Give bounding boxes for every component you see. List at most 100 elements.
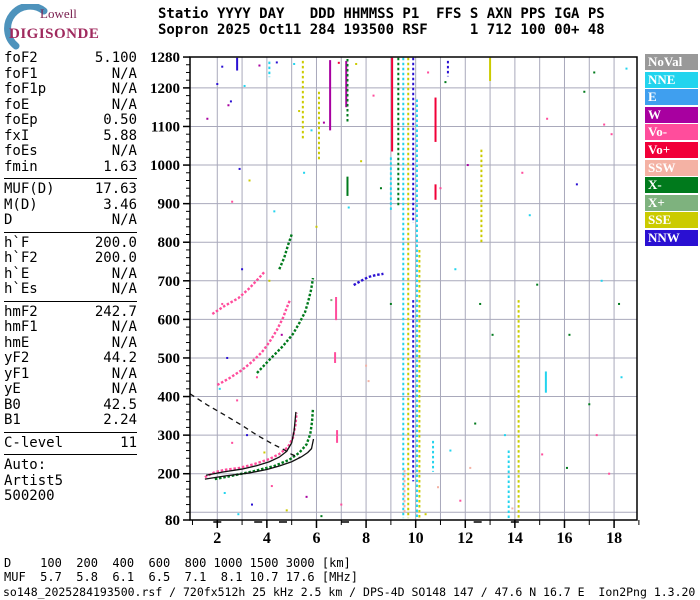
param-value: 3.46 [103, 196, 137, 213]
param-value: N/A [111, 65, 137, 82]
param-value: 242.7 [94, 303, 137, 320]
header-fields-line: Statio YYYY DAY DDD HHMMSS P1 FFS S AXN … [158, 6, 605, 22]
param-row-hf2: h`F2 200.0 [4, 250, 137, 267]
param-value: N/A [111, 365, 137, 382]
param-value: 1.63 [103, 158, 137, 175]
param-row-yf1: yF1 N/A [4, 365, 137, 383]
param-label: h`F2 [4, 250, 38, 266]
svg-text:600: 600 [158, 312, 181, 328]
legend-item-nne: NNE [645, 71, 698, 88]
dmuf-table: D 100 200 400 600 800 1000 1500 3000 [km… [4, 556, 358, 584]
param-label: D [4, 212, 13, 228]
param-label: MUF(D) [4, 181, 55, 197]
svg-text:800: 800 [158, 235, 181, 251]
svg-text:8: 8 [362, 530, 370, 547]
param-row-hmf2: hmF2 242.7 [4, 303, 137, 321]
autoscaler-line: Artist5 [4, 472, 64, 489]
svg-text:200: 200 [158, 467, 181, 483]
param-row-clevel: C-level 11 [4, 434, 137, 452]
legend-item-x: X+ [645, 194, 698, 211]
digisonde-logo: Lowell DIGISONDE [4, 4, 149, 50]
param-row-md: M(D) 3.46 [4, 196, 137, 214]
param-label: foEp [4, 112, 38, 128]
param-label: foF1 [4, 65, 38, 82]
svg-text:2: 2 [213, 530, 221, 547]
status-line: so148_2025284193500.rsf / 720fx512h 25 k… [3, 585, 696, 599]
param-value: 200.0 [94, 234, 137, 251]
legend-item-nnw: NNW [645, 229, 698, 246]
svg-text:1100: 1100 [151, 119, 180, 135]
logo-digisonde-text: DIGISONDE [9, 26, 100, 42]
autoscaler-line: 500200 [4, 488, 55, 504]
param-value: 42.5 [103, 396, 137, 413]
param-row-hme: hmE N/A [4, 334, 137, 352]
header-block: Statio YYYY DAY DDD HHMMSS P1 FFS S AXN … [158, 6, 605, 38]
logo-lowell-text: Lowell [40, 6, 77, 21]
divider [4, 231, 137, 233]
param-label: B0 [4, 396, 21, 413]
param-value: 5.100 [94, 50, 137, 66]
legend-item-ssw: SSW [645, 159, 698, 176]
svg-text:500: 500 [158, 351, 181, 367]
divider [4, 431, 137, 433]
svg-text:400: 400 [158, 390, 181, 406]
legend-item-x: X- [645, 177, 698, 194]
param-row-d: D N/A [4, 212, 137, 229]
noise-dots [206, 61, 628, 518]
param-row-mufd: MUF(D) 17.63 [4, 181, 137, 198]
param-value: N/A [111, 281, 137, 297]
param-row-hes: h`Es N/A [4, 281, 137, 298]
legend-item-e: E [645, 89, 698, 106]
svg-text:1200: 1200 [150, 81, 180, 97]
svg-text:12: 12 [457, 530, 473, 547]
param-row-fof1p: foF1p N/A [4, 81, 137, 98]
divider [4, 454, 137, 455]
param-row-foe: foE N/A [4, 96, 137, 114]
svg-text:80: 80 [165, 513, 180, 529]
svg-text:18: 18 [606, 530, 622, 547]
svg-text:700: 700 [158, 274, 181, 290]
param-value: N/A [111, 381, 137, 397]
divider [4, 300, 137, 302]
param-label: foF1p [4, 81, 47, 97]
param-label: yF2 [4, 350, 30, 366]
d-row: D 100 200 400 600 800 1000 1500 3000 [km… [4, 556, 351, 570]
legend-item-w: W [645, 106, 698, 123]
param-value: 200.0 [94, 250, 137, 266]
param-label: hmF1 [4, 319, 38, 335]
svg-text:14: 14 [507, 530, 523, 547]
param-label: hmE [4, 334, 30, 351]
param-row-ye: yE N/A [4, 381, 137, 398]
param-value: N/A [111, 212, 137, 228]
param-value: N/A [111, 265, 137, 282]
param-label: h`Es [4, 281, 38, 297]
param-label: foE [4, 96, 30, 113]
param-row-b0: B0 42.5 [4, 396, 137, 414]
header-values-line: Sopron 2025 Oct11 284 193500 RSF 1 712 1… [158, 22, 605, 38]
param-row-yf2: yF2 44.2 [4, 350, 137, 367]
x-axis: 2 4 6 8 10 12 14 16 18 [191, 520, 640, 547]
svg-text:300: 300 [158, 428, 181, 444]
svg-text:1000: 1000 [150, 158, 180, 174]
param-value: 2.24 [103, 412, 137, 428]
model-curves [189, 393, 315, 480]
svg-text:6: 6 [312, 530, 320, 547]
param-label: h`F [4, 234, 30, 251]
param-label: hmF2 [4, 303, 38, 320]
param-row-hf: h`F 200.0 [4, 234, 137, 252]
param-value: 44.2 [103, 350, 137, 366]
param-label: foEs [4, 143, 38, 159]
param-row-b1: B1 2.24 [4, 412, 137, 429]
param-value: N/A [111, 334, 137, 351]
legend-item-vo: Vo- [645, 124, 698, 141]
param-label: h`E [4, 265, 30, 282]
direction-legend: NoVal NNE E W Vo- Vo+ SSW X- X+ SSE NNW [645, 54, 698, 246]
parameter-panel: foF2 5.100 foF1 N/A foF1p N/A foE N/A foEp 0.50 fx… [4, 50, 137, 505]
param-value: 17.63 [94, 181, 137, 197]
param-value: N/A [111, 81, 137, 97]
svg-text:16: 16 [556, 530, 572, 547]
param-row-foep: foEp 0.50 [4, 112, 137, 129]
svg-text:1280: 1280 [150, 50, 180, 66]
param-label: C-level [4, 434, 64, 451]
